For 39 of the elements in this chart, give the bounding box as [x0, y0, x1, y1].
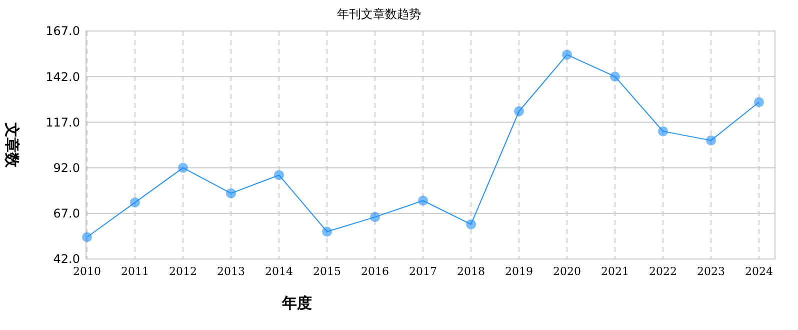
point	[82, 232, 92, 242]
y-tick-label: 167.0	[46, 24, 80, 38]
y-tick-label: 142.0	[46, 70, 80, 84]
x-axis-title: 年度	[281, 294, 312, 312]
y-tick-label: 42.0	[53, 252, 80, 266]
point	[562, 50, 572, 60]
point	[658, 126, 668, 136]
x-tick-label: 2020	[553, 265, 581, 278]
point	[514, 106, 524, 116]
y-tick-label: 117.0	[46, 115, 80, 130]
point	[226, 188, 236, 198]
x-tick-label: 2024	[745, 265, 773, 278]
point	[274, 170, 284, 180]
point	[322, 226, 332, 237]
point	[610, 72, 620, 82]
y-tick-label: 92.0	[53, 161, 80, 175]
point	[418, 196, 428, 206]
x-tick-label: 2023	[697, 265, 725, 278]
y-tick-label: 67.0	[53, 206, 80, 221]
point	[370, 212, 380, 222]
x-tick-label: 2017	[409, 265, 437, 278]
point	[706, 135, 716, 146]
x-tick-label: 2016	[361, 265, 389, 278]
point	[178, 162, 188, 173]
point	[466, 219, 476, 230]
x-tick-label: 2015	[313, 265, 341, 278]
x-tick-label: 2021	[601, 265, 629, 278]
chart-title: 年刊文章数趋势	[337, 7, 421, 21]
point	[130, 197, 140, 208]
x-tick-label: 2012	[169, 265, 197, 278]
x-tick-label: 2014	[265, 265, 293, 278]
y-axis-title: 文章数	[2, 122, 21, 168]
x-tick-label: 2018	[457, 265, 485, 278]
x-tick-label: 2019	[505, 265, 533, 278]
x-tick-label: 2013	[217, 265, 245, 278]
x-tick-label: 2011	[121, 265, 149, 278]
x-tick-label: 2010	[73, 265, 101, 278]
point	[754, 97, 764, 108]
x-tick-label: 2022	[649, 265, 677, 278]
